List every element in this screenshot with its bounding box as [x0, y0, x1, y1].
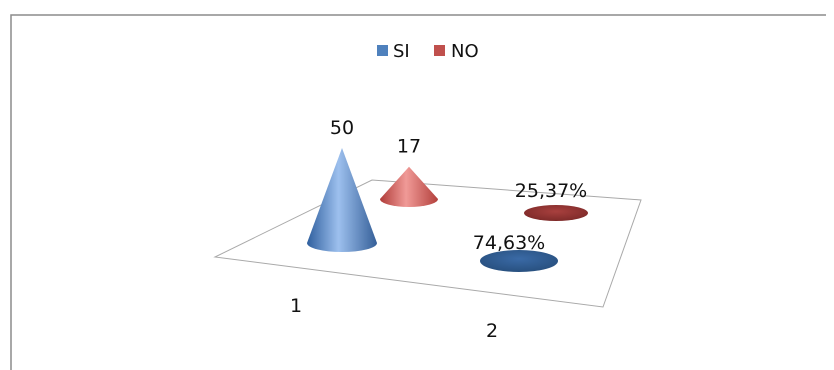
cone-no-cat1: [380, 166, 438, 207]
data-label-si-cat2: 74,63%: [473, 232, 545, 254]
chart-frame: [10, 14, 826, 370]
chart-marks: 17 50 25,37% 74,63%: [307, 117, 588, 272]
cone-si-cat1: [307, 148, 377, 252]
legend-item-si: SI: [377, 41, 410, 62]
legend-label-no: NO: [451, 41, 479, 62]
legend-swatch-no: [434, 45, 445, 56]
disc-si-cat2: [480, 250, 558, 272]
disc-no-cat2: [524, 205, 588, 221]
data-label-si-cat1: 50: [330, 117, 354, 139]
category-label-2: 2: [486, 320, 498, 342]
category-label-1: 1: [290, 295, 302, 317]
legend-label-si: SI: [393, 41, 410, 62]
legend-item-no: NO: [434, 41, 479, 62]
legend: SI NO: [377, 41, 479, 62]
data-label-no-cat2: 25,37%: [515, 180, 587, 202]
legend-swatch-si: [377, 45, 388, 56]
data-label-no-cat1: 17: [397, 136, 421, 158]
